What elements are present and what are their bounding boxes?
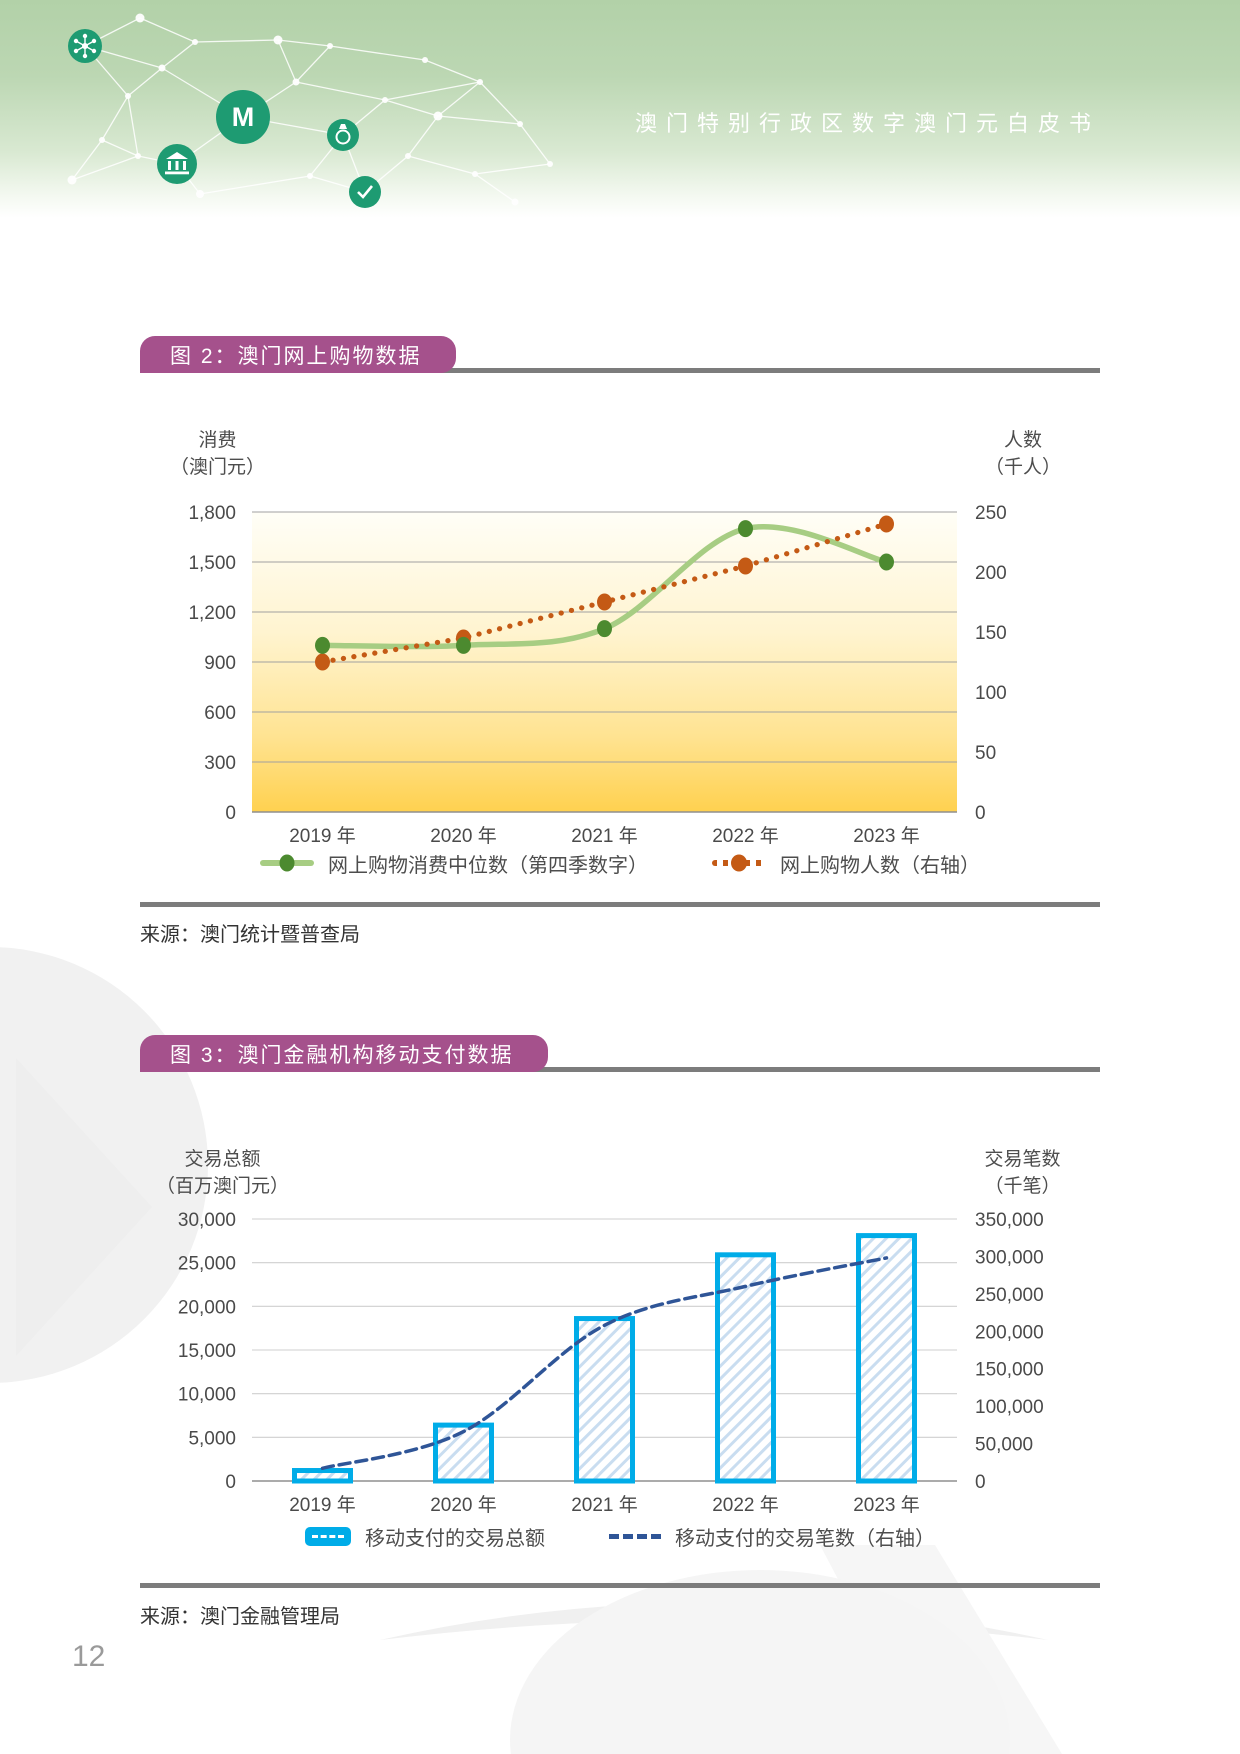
chart1-legend: 网上购物消费中位数（第四季数字） 网上购物人数（右轴） [140,845,1100,881]
svg-text:2022 年: 2022 年 [712,825,779,847]
online-shopping-chart: 消费 （澳门元） 人数 （千人） 1,800 1,500 1,200 900 600 30… [140,395,1100,855]
svg-text:250,000: 250,000 [975,1285,1044,1306]
svg-text:0: 0 [225,1472,236,1493]
svg-text:100: 100 [975,683,1007,704]
svg-text:10,000: 10,000 [178,1385,236,1406]
chart2-plot: 30,000 25,000 20,000 15,000 10,000 5,000 0 350,… [178,1210,1044,1516]
network-node-icon [68,29,102,63]
cyan-bar-swatch-icon [305,1526,351,1546]
svg-text:0: 0 [225,803,236,824]
svg-text:0: 0 [975,803,986,824]
legend-item-shoppers: 网上购物人数（右轴） [712,849,980,878]
svg-text:1,800: 1,800 [188,503,236,524]
svg-text:0: 0 [975,1472,986,1493]
svg-text:30,000: 30,000 [178,1210,236,1231]
svg-text:15,000: 15,000 [178,1341,236,1362]
svg-text:20,000: 20,000 [178,1297,236,1318]
chart1-right-axis-title: 人数 （千人） [984,430,1061,478]
svg-text:300,000: 300,000 [975,1247,1044,1268]
chart1-left-axis-title: 消费 （澳门元） [169,430,265,478]
legend-label: 网上购物消费中位数（第四季数字） [328,854,648,877]
svg-text:350,000: 350,000 [975,1210,1044,1231]
svg-text:2020 年: 2020 年 [430,825,497,847]
svg-text:2023 年: 2023 年 [853,1494,920,1516]
svg-text:150,000: 150,000 [975,1360,1044,1381]
svg-text:900: 900 [204,653,236,674]
svg-text:5,000: 5,000 [188,1428,236,1449]
svg-text:250: 250 [975,503,1007,524]
svg-text:2023 年: 2023 年 [853,825,920,847]
svg-text:2021 年: 2021 年 [571,825,638,847]
figure3-banner: 图 3：澳门金融机构移动支付数据 [140,1035,548,1072]
bank-icon [157,144,197,184]
figure3-rule [140,1067,1100,1072]
chart2-right-axis-title: 交易笔数 （千笔） [984,1149,1061,1197]
svg-text:2022 年: 2022 年 [712,1494,779,1516]
chart2-legend: 移动支付的交易总额 移动支付的交易笔数（右轴） [140,1518,1100,1554]
svg-text:25,000: 25,000 [178,1254,236,1275]
figure2-banner: 图 2：澳门网上购物数据 [140,336,456,373]
svg-text:100,000: 100,000 [975,1397,1044,1418]
svg-text:200: 200 [975,563,1007,584]
legend-item-payment-count: 移动支付的交易笔数（右轴） [609,1522,935,1551]
svg-text:2021 年: 2021 年 [571,1494,638,1516]
legend-item-payment-amount: 移动支付的交易总额 [305,1522,545,1551]
network-graphic: M [67,13,553,208]
header-band [0,0,1240,218]
handshake-icon [349,176,381,208]
svg-text:1,500: 1,500 [188,553,236,574]
figure2-rule [140,368,1100,373]
figure3-source: 来源：澳门金融管理局 [140,1606,340,1628]
svg-text:50,000: 50,000 [975,1435,1033,1456]
svg-text:300: 300 [204,753,236,774]
macau-m-logo-icon: M [216,90,270,144]
legend-label: 网上购物人数（右轴） [780,854,980,877]
figure2-bottom-rule [140,902,1100,907]
mobile-payment-chart: 交易总额 （百万澳门元） 交易笔数 （千笔） 30,000 25,000 20,00… [140,1100,1100,1532]
svg-text:600: 600 [204,703,236,724]
legend-item-median-spending: 网上购物消费中位数（第四季数字） [260,849,648,878]
svg-text:50: 50 [975,743,996,764]
chart1-plot: 1,800 1,500 1,200 900 600 300 0 250 200 150 100 50 0… [188,503,1007,847]
page-title: 澳门特别行政区数字澳门元白皮书 [634,111,1100,136]
coin-purse-icon [327,119,359,151]
figure2-source: 来源：澳门统计暨普查局 [140,924,360,946]
svg-text:M: M [232,102,255,132]
svg-text:2020 年: 2020 年 [430,1494,497,1516]
figure3-bottom-rule [140,1583,1100,1588]
green-line-swatch-icon [260,860,314,866]
svg-text:200,000: 200,000 [975,1322,1044,1343]
navy-dashed-swatch-icon [609,1533,661,1539]
svg-text:1,200: 1,200 [188,603,236,624]
svg-text:2019 年: 2019 年 [289,825,356,847]
legend-label: 移动支付的交易总额 [365,1527,545,1550]
legend-label: 移动支付的交易笔数（右轴） [675,1527,935,1550]
svg-text:2019 年: 2019 年 [289,1494,356,1516]
page-number: 12 [72,1640,106,1673]
orange-dotted-swatch-icon [712,860,766,866]
svg-text:150: 150 [975,623,1007,644]
